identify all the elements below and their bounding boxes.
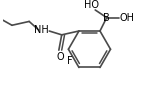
Text: O: O	[57, 52, 65, 62]
Text: NH: NH	[34, 25, 49, 35]
Text: HO: HO	[84, 0, 99, 10]
Text: OH: OH	[119, 13, 134, 23]
Text: F: F	[66, 56, 72, 66]
Text: B: B	[103, 13, 110, 23]
